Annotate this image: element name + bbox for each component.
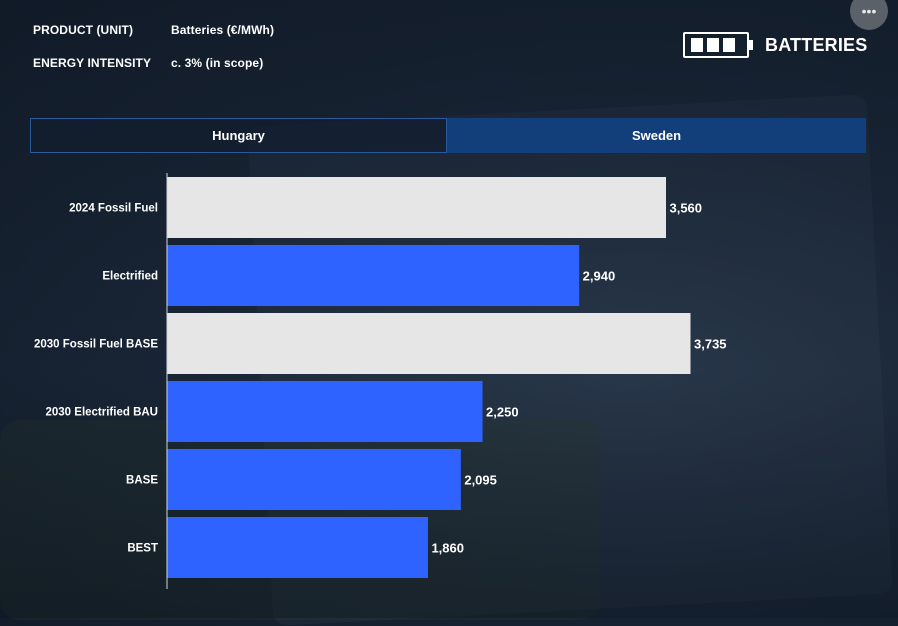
bar[interactable] — [167, 381, 483, 442]
more-options-button[interactable]: ••• — [850, 0, 888, 30]
tab-hungary[interactable]: Hungary — [30, 118, 447, 153]
category-label: Electrified — [102, 271, 158, 283]
category-label: 2030 Fossil Fuel BASE — [34, 339, 158, 351]
more-horizontal-icon: ••• — [861, 3, 877, 19]
bar[interactable] — [167, 449, 461, 510]
energy-intensity-value: c. 3% (in scope) — [171, 56, 264, 70]
brand-header: BATTERIES — [683, 30, 867, 60]
data-label: 3,735 — [694, 337, 727, 352]
data-label: 2,250 — [486, 405, 519, 420]
energy-intensity-label: ENERGY INTENSITY — [33, 56, 152, 70]
bar[interactable] — [167, 245, 580, 306]
category-label: BASE — [126, 475, 158, 487]
product-unit-value: Batteries (€/MWh) — [171, 23, 275, 37]
data-label: 3,560 — [669, 201, 702, 216]
tab-sweden[interactable]: Sweden — [447, 118, 866, 153]
data-label: 1,860 — [431, 541, 464, 556]
brand-title: BATTERIES — [765, 34, 868, 55]
product-unit-label: PRODUCT (UNIT) — [33, 23, 134, 37]
bar[interactable] — [167, 313, 691, 374]
data-label: 2,095 — [464, 473, 497, 488]
category-label: BEST — [127, 543, 158, 555]
data-label: 2,940 — [583, 269, 616, 284]
battery-icon — [683, 32, 753, 58]
bar[interactable] — [167, 517, 428, 578]
category-label: 2030 Electrified BAU — [46, 407, 159, 419]
bar[interactable] — [167, 177, 666, 238]
category-label: 2024 Fossil Fuel — [69, 203, 158, 215]
country-tabs: Hungary Sweden — [30, 118, 866, 153]
